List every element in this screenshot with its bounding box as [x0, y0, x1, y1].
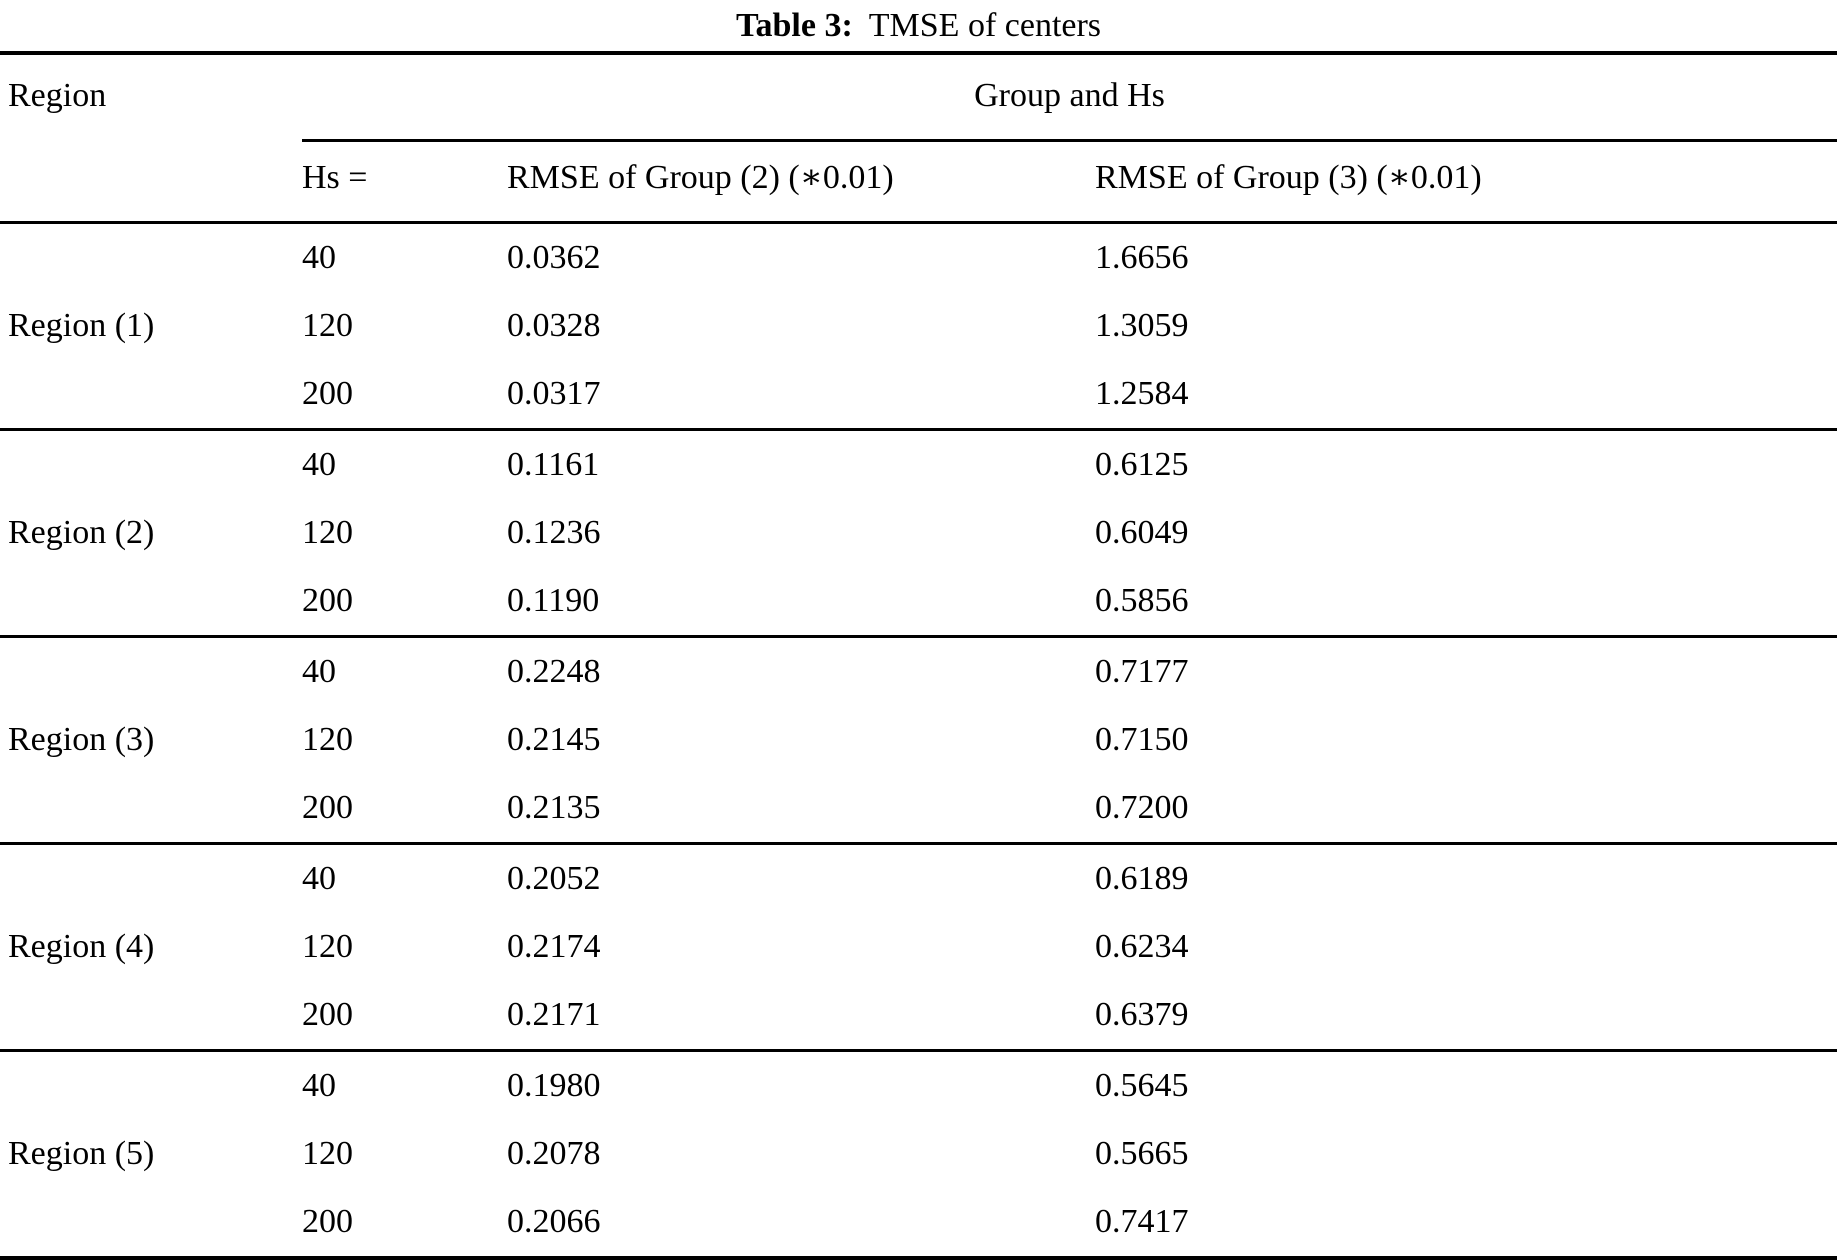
region-block-5: Region (5) 40 0.1980 0.5645 120 0.2078 0…	[0, 1051, 1837, 1258]
rmse-group2-value: 0.2171	[507, 996, 601, 1033]
table-header: Region Group and Hs Hs = RMSE of Group (…	[0, 53, 1837, 224]
region-label: Region (4)	[8, 928, 155, 965]
header-row-group: Region Group and Hs	[0, 53, 1837, 224]
rmse-group2-value: 0.0328	[507, 307, 601, 344]
hs-value: 120	[302, 928, 353, 965]
table-row: 200 0.2135 0.7200	[0, 774, 1837, 844]
hs-value: 200	[302, 582, 353, 619]
region-block-3: Region (3) 40 0.2248 0.7177 120 0.2145 0…	[0, 637, 1837, 844]
table-row: 120 0.2078 0.5665	[0, 1120, 1837, 1188]
hs-value: 40	[302, 1067, 336, 1104]
table-row: 120 0.2145 0.7150	[0, 706, 1837, 774]
rmse-group3-value: 0.5856	[1095, 582, 1189, 619]
rmse-group3-value: 0.7200	[1095, 789, 1189, 826]
rmse-group2-value: 0.0317	[507, 375, 601, 412]
region-label: Region (5)	[8, 1135, 155, 1172]
table-row: 120 0.0328 1.3059	[0, 292, 1837, 360]
hs-value: 40	[302, 239, 336, 276]
region-block-1: Region (1) 40 0.0362 1.6656 120 0.0328 1…	[0, 223, 1837, 430]
table-row: Region (3) 40 0.2248 0.7177	[0, 637, 1837, 758]
column-header-region: Region	[0, 53, 302, 224]
hs-value: 120	[302, 514, 353, 551]
rmse-group3-value: 0.7150	[1095, 721, 1189, 758]
rmse-group3-value: 0.6189	[1095, 860, 1189, 897]
column-header-hs: Hs =	[302, 140, 507, 224]
rmse-group3-value: 0.7177	[1095, 653, 1189, 690]
rmse-group3-value: 0.5665	[1095, 1135, 1189, 1172]
tmse-table: Region Group and Hs Hs = RMSE of Group (…	[0, 51, 1837, 1260]
rmse-group2-value: 0.1236	[507, 514, 601, 551]
rmse-group3-value: 1.2584	[1095, 375, 1189, 412]
region-block-4: Region (4) 40 0.2052 0.6189 120 0.2174 0…	[0, 844, 1837, 1051]
rmse-group2-value: 0.2078	[507, 1135, 601, 1172]
table-row: 200 0.1190 0.5856	[0, 567, 1837, 637]
rmse-group3-value: 0.6379	[1095, 996, 1189, 1033]
table-row: 200 0.2171 0.6379	[0, 981, 1837, 1051]
rmse-group3-value: 0.6049	[1095, 514, 1189, 551]
hs-value: 200	[302, 996, 353, 1033]
hs-value: 120	[302, 721, 353, 758]
rmse-group2-value: 0.1161	[507, 446, 600, 483]
rmse-group2-value: 0.2135	[507, 789, 601, 826]
rmse-group2-value: 0.0362	[507, 239, 601, 276]
region-block-2: Region (2) 40 0.1161 0.6125 120 0.1236 0…	[0, 430, 1837, 637]
hs-value: 120	[302, 307, 353, 344]
rmse-group2-value: 0.2052	[507, 860, 601, 897]
table-row: 120 0.2174 0.6234	[0, 913, 1837, 981]
table-row: Region (5) 40 0.1980 0.5645	[0, 1051, 1837, 1172]
rmse-group2-value: 0.2145	[507, 721, 601, 758]
table-caption-text: TMSE of centers	[868, 7, 1102, 44]
header-row-subheaders: Hs = RMSE of Group (2) (∗0.01) RMSE of G…	[0, 140, 1837, 224]
hs-value: 40	[302, 653, 336, 690]
rmse-group3-value: 0.6125	[1095, 446, 1189, 483]
hs-value: 200	[302, 1203, 353, 1240]
column-header-group-and-hs: Group and Hs	[302, 53, 1837, 142]
table-caption-label: Table 3:	[735, 7, 853, 44]
column-header-rmse-group3: RMSE of Group (3) (∗0.01)	[1095, 140, 1837, 224]
region-label: Region (2)	[8, 514, 155, 551]
hs-value: 200	[302, 375, 353, 412]
rmse-group2-value: 0.2066	[507, 1203, 601, 1240]
rmse-group2-value: 0.1190	[507, 582, 600, 619]
rmse-group3-value: 1.3059	[1095, 307, 1189, 344]
table-row: 200 0.0317 1.2584	[0, 360, 1837, 430]
rmse-group3-value: 0.5645	[1095, 1067, 1189, 1104]
rmse-group2-value: 0.2174	[507, 928, 601, 965]
hs-value: 120	[302, 1135, 353, 1172]
rmse-group3-value: 0.6234	[1095, 928, 1189, 965]
region-label: Region (1)	[8, 307, 155, 344]
rmse-group2-value: 0.1980	[507, 1067, 601, 1104]
hs-value: 40	[302, 860, 336, 897]
table-row: Region (4) 40 0.2052 0.6189	[0, 844, 1837, 965]
rmse-group3-value: 1.6656	[1095, 239, 1189, 276]
region-label: Region (3)	[8, 721, 155, 758]
rmse-group2-value: 0.2248	[507, 653, 601, 690]
hs-value: 200	[302, 789, 353, 826]
table-row: Region (1) 40 0.0362 1.6656	[0, 223, 1837, 344]
table-row: 200 0.2066 0.7417	[0, 1188, 1837, 1258]
table-row: 120 0.1236 0.6049	[0, 499, 1837, 567]
table-caption: Table 3: TMSE of centers	[0, 0, 1837, 51]
table-row: Region (2) 40 0.1161 0.6125	[0, 430, 1837, 551]
hs-value: 40	[302, 446, 336, 483]
rmse-group3-value: 0.7417	[1095, 1203, 1189, 1240]
column-header-rmse-group2: RMSE of Group (2) (∗0.01)	[507, 140, 1095, 224]
